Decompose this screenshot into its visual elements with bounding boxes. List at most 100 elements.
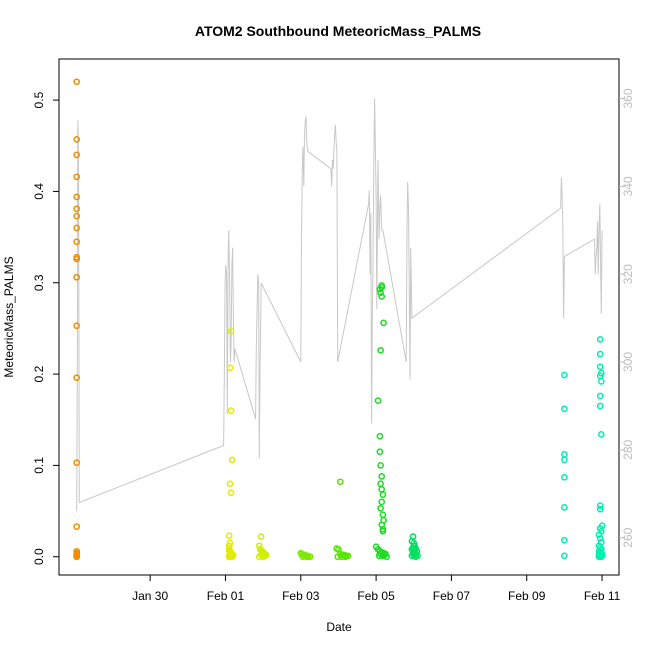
data-point xyxy=(73,173,81,181)
data-point xyxy=(595,531,603,539)
data-point xyxy=(597,553,605,561)
data-point xyxy=(596,363,604,371)
data-point xyxy=(412,553,419,561)
data-point xyxy=(380,319,387,327)
data-point xyxy=(73,553,81,561)
x-tick-label: Feb 11 xyxy=(584,589,621,603)
y-tick-label: 0.5 xyxy=(32,91,46,108)
data-point xyxy=(561,371,568,379)
x-tick-label: Jan 30 xyxy=(132,589,168,603)
y-axis-label: MeteoricMass_PALMS xyxy=(2,256,16,377)
data-point xyxy=(227,489,235,497)
data-point xyxy=(73,224,81,232)
data-point xyxy=(73,374,81,382)
x-tick-label: Feb 05 xyxy=(357,589,395,603)
data-point xyxy=(377,462,384,469)
data-point xyxy=(73,255,81,263)
data-point xyxy=(561,405,568,413)
y2-tick-label: 360 xyxy=(621,88,635,108)
data-point xyxy=(561,451,568,458)
data-point xyxy=(378,498,386,506)
data-point xyxy=(73,151,81,159)
plot-frame xyxy=(58,58,620,576)
data-point xyxy=(334,553,342,561)
x-tick-label: Feb 09 xyxy=(508,589,546,603)
data-point xyxy=(374,397,382,404)
y2-tick-label: 260 xyxy=(621,527,635,547)
line-layer xyxy=(76,98,603,512)
data-point xyxy=(379,527,387,535)
data-point xyxy=(227,327,235,335)
data-point xyxy=(596,535,604,542)
y2-tick-label: 300 xyxy=(621,352,635,372)
data-point xyxy=(259,553,267,561)
y-tick-label: 0.0 xyxy=(32,548,46,565)
data-point xyxy=(596,502,604,509)
x-axis-label: Date xyxy=(326,620,352,634)
y-tick-label: 0.2 xyxy=(32,365,46,382)
y-tick-label: 0.4 xyxy=(32,183,46,200)
data-point xyxy=(255,553,263,561)
data-point xyxy=(561,552,568,560)
x-axis: Jan 30 Feb 01 Feb 03 Feb 05 Feb 07 Feb 09 Feb … xyxy=(132,575,621,603)
data-point xyxy=(226,480,234,488)
data-point xyxy=(597,378,605,385)
data-point xyxy=(73,78,81,86)
data-point xyxy=(73,205,81,213)
data-point xyxy=(375,552,383,560)
data-point xyxy=(73,273,81,281)
data-point xyxy=(377,346,384,354)
data-point xyxy=(73,212,81,220)
data-point xyxy=(561,504,568,511)
data-point xyxy=(377,480,384,488)
data-point xyxy=(257,533,265,540)
data-point xyxy=(226,364,234,372)
data-point xyxy=(303,553,310,561)
y2-tick-label: 320 xyxy=(621,264,635,284)
data-point xyxy=(227,407,235,414)
data-point xyxy=(596,350,604,358)
data-point xyxy=(73,136,81,143)
data-point xyxy=(376,432,384,440)
data-point xyxy=(561,536,568,544)
data-point xyxy=(379,511,387,519)
data-point xyxy=(338,553,345,561)
data-point xyxy=(383,553,390,561)
data-point xyxy=(225,532,233,540)
data-point xyxy=(596,336,604,343)
data-point xyxy=(73,238,81,246)
potential-temperature-line xyxy=(76,98,603,512)
data-point xyxy=(73,322,81,330)
x-tick-label: Feb 03 xyxy=(282,589,320,603)
data-point xyxy=(73,193,81,201)
data-point xyxy=(379,491,387,498)
data-point xyxy=(299,553,307,561)
data-point xyxy=(306,553,314,561)
data-point xyxy=(228,456,236,464)
data-point xyxy=(336,478,344,486)
y2-axis-right: 260 280 300 320 340 360 xyxy=(619,88,635,548)
y-tick-label: 0.3 xyxy=(32,274,46,291)
data-point xyxy=(73,523,81,530)
data-point xyxy=(378,485,386,493)
data-point xyxy=(379,552,387,560)
x-tick-label: Feb 07 xyxy=(433,589,471,603)
data-point xyxy=(561,456,568,464)
data-point xyxy=(228,553,236,561)
data-point xyxy=(596,402,604,410)
y-tick-label: 0.1 xyxy=(32,457,46,474)
chart-title: ATOM2 Southbound MeteoricMass_PALMS xyxy=(195,23,481,39)
y2-tick-label: 280 xyxy=(621,439,635,459)
data-point xyxy=(378,293,386,300)
data-point xyxy=(377,289,384,297)
data-point xyxy=(377,504,384,512)
data-point xyxy=(378,473,386,480)
data-point xyxy=(596,505,604,513)
data-point xyxy=(225,553,233,561)
data-point xyxy=(561,473,568,481)
data-point xyxy=(341,553,349,561)
data-point xyxy=(73,459,81,467)
data-point xyxy=(597,431,605,438)
point-layer xyxy=(73,78,606,561)
